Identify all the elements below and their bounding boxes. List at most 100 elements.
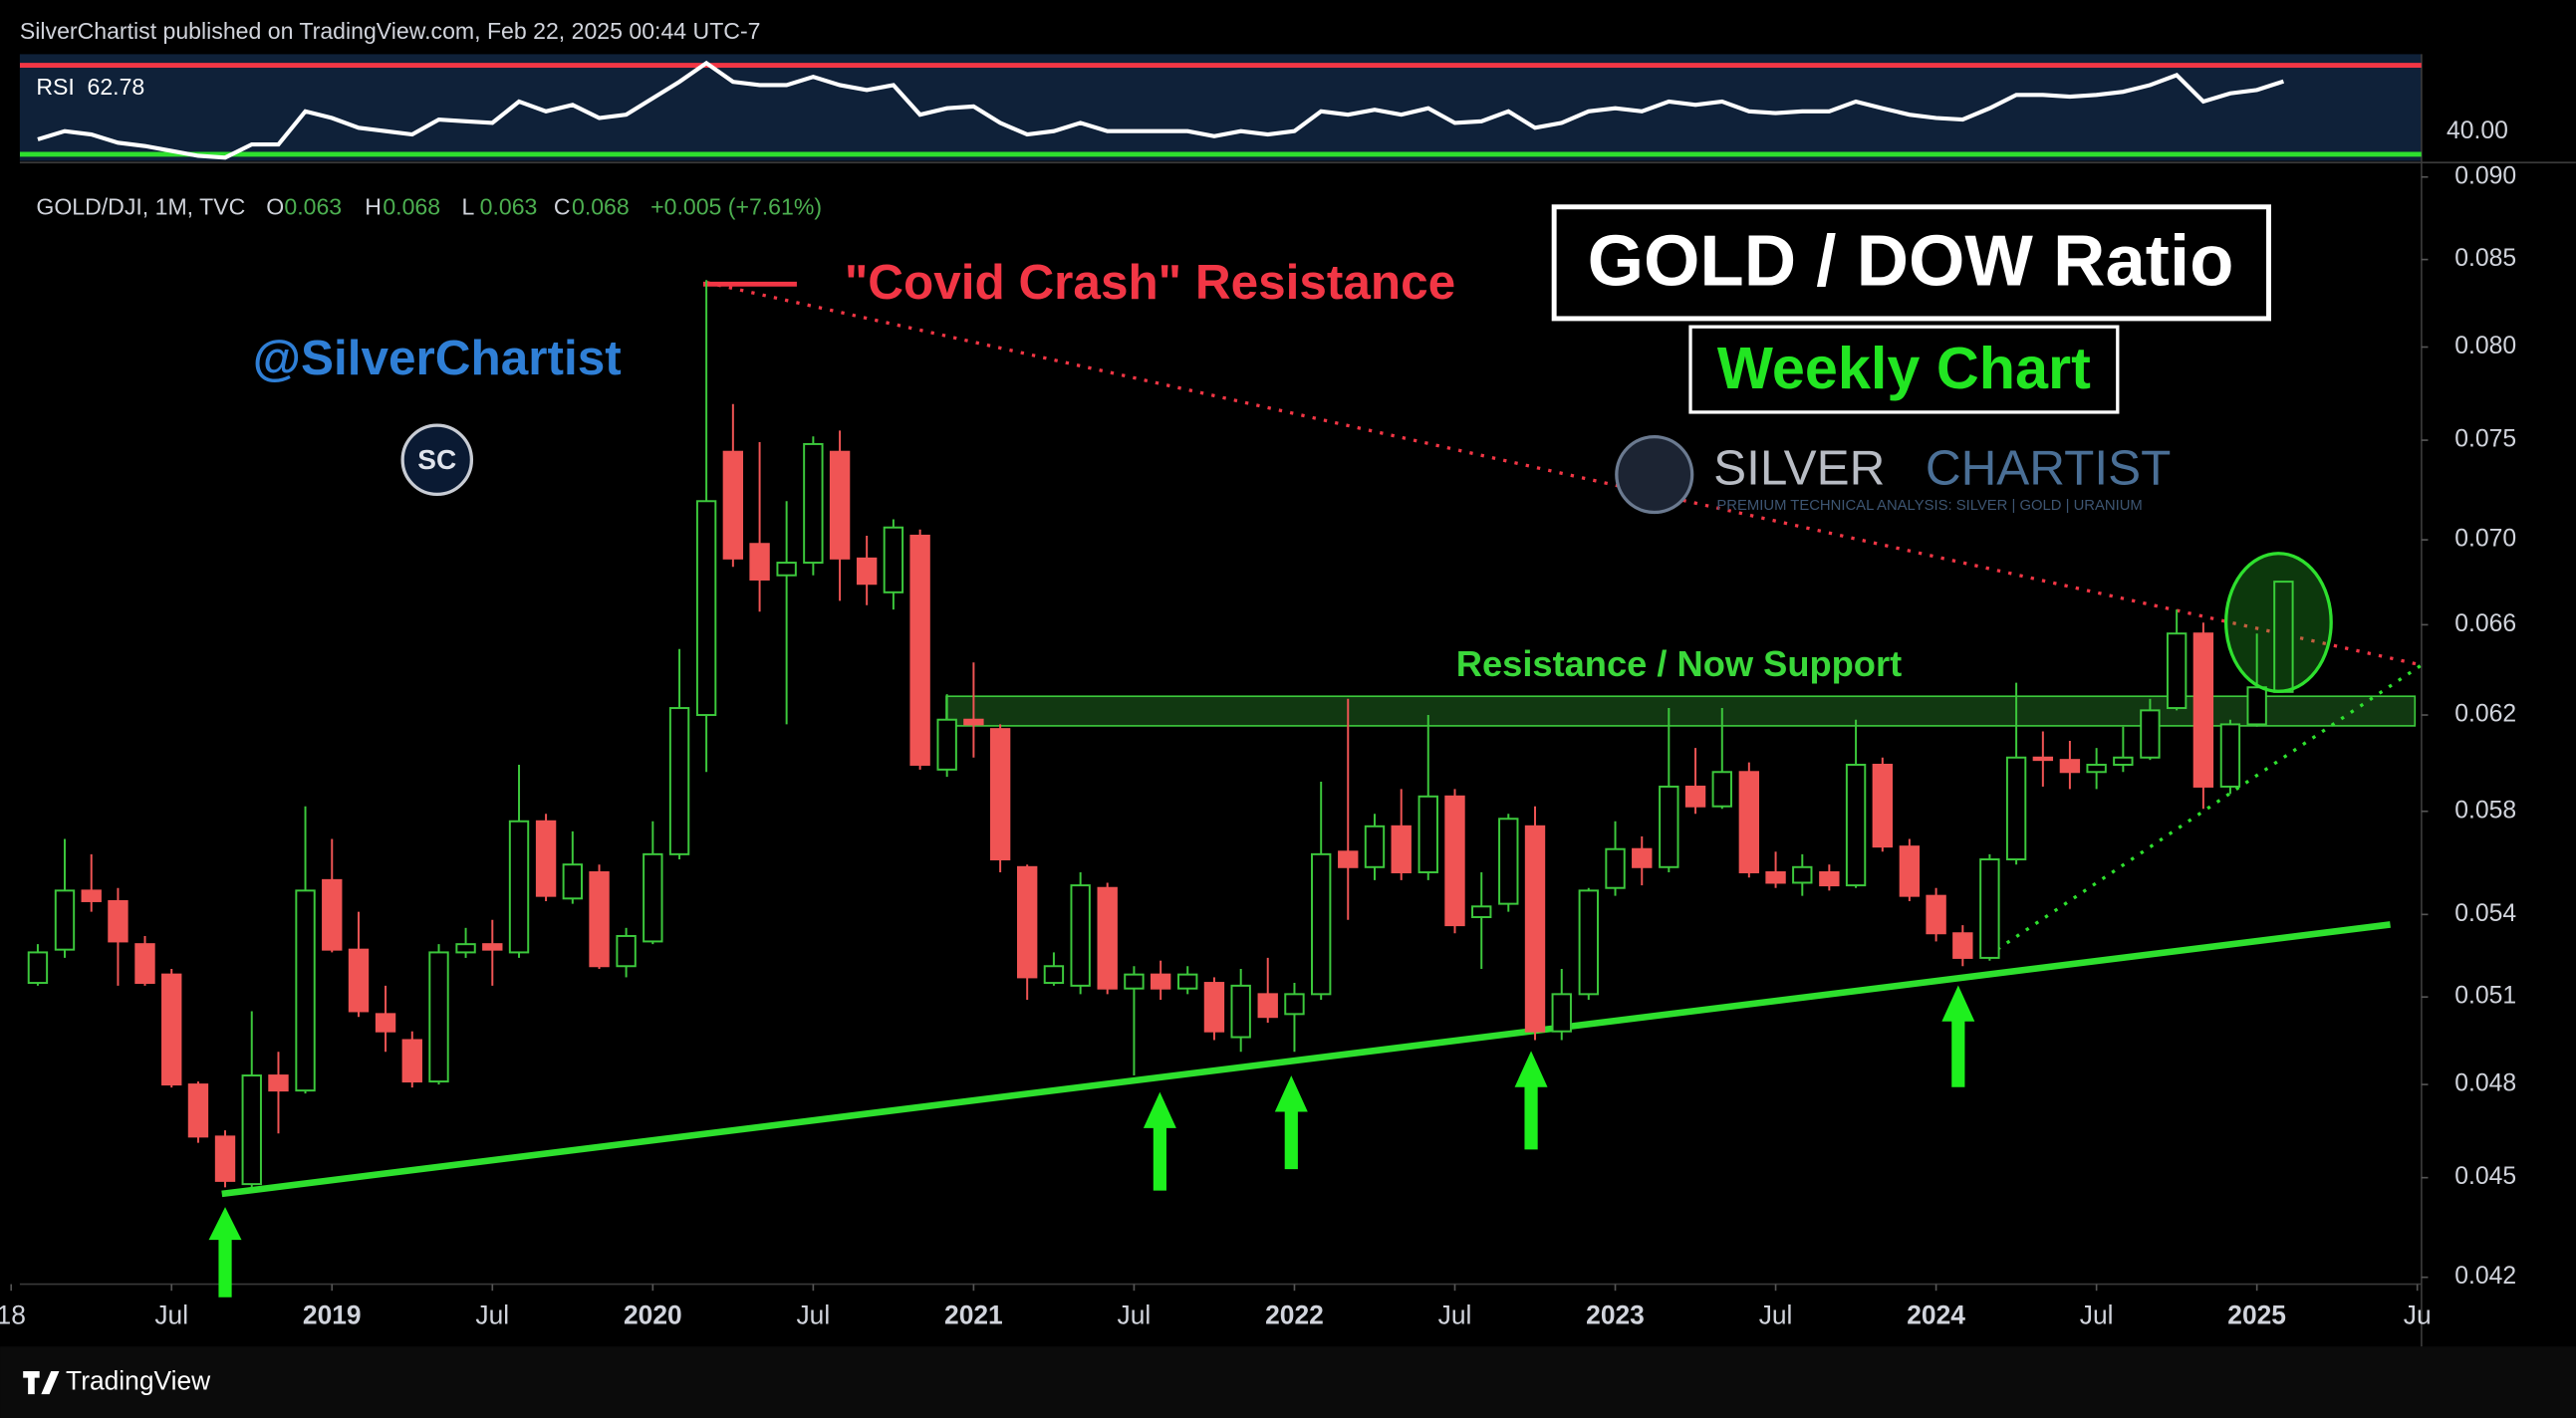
y-tick-label: 0.090: [2454, 162, 2516, 189]
ohlc-value: 0.068: [572, 194, 630, 220]
x-tick-label: Jul: [1438, 1300, 1472, 1330]
y-tick-label: 0.075: [2454, 426, 2516, 453]
y-tick-label: 0.066: [2454, 610, 2516, 637]
candle-body: [963, 718, 984, 726]
candle-body: [2113, 756, 2134, 766]
candle-body: [749, 543, 770, 581]
logo-mark: [1615, 435, 1694, 515]
x-tick-label: 2020: [624, 1300, 682, 1330]
y-tick-label: 0.045: [2454, 1163, 2516, 1190]
candle-body: [1952, 932, 1973, 959]
y-tick-label: 0.042: [2454, 1263, 2516, 1290]
arrow: [1514, 1051, 1548, 1150]
candle-body: [27, 951, 49, 985]
arrow: [1274, 1075, 1308, 1170]
candle-body: [1284, 993, 1305, 1016]
candle-body: [1016, 865, 1038, 979]
logo-right: CHARTIST: [1926, 440, 2171, 495]
candle-body: [108, 899, 129, 943]
handle: @SilverChartist: [253, 331, 622, 385]
published-line: SilverChartist published on TradingView.…: [20, 18, 761, 44]
x-tick-label: 2019: [303, 1300, 362, 1330]
arrow: [1941, 985, 1975, 1087]
candles: [27, 280, 2294, 1188]
candle-body: [1498, 818, 1519, 905]
candle-body: [1684, 785, 1706, 808]
candle-body: [2219, 723, 2241, 788]
candle-body: [1444, 795, 1465, 927]
candle-body: [1230, 984, 1251, 1039]
candle-body: [2005, 756, 2027, 861]
candle-body: [535, 820, 557, 897]
rsi-name: RSI: [36, 74, 74, 100]
x-tick-label: Jul: [2080, 1300, 2114, 1330]
ohlc-key: L: [462, 194, 475, 220]
candle-body: [668, 707, 690, 855]
brand-logo: [23, 1371, 60, 1395]
y-tick-label: 0.070: [2454, 526, 2516, 553]
candle-body: [589, 871, 610, 968]
candle-body: [214, 1135, 236, 1182]
candle-body: [508, 820, 530, 954]
candle-body: [1311, 852, 1332, 996]
candle-body: [1257, 993, 1278, 1019]
rsi-panel: [19, 54, 2422, 161]
y-tick-label: 0.058: [2454, 797, 2516, 824]
candle-body: [322, 878, 343, 951]
ohlc-value: 0.063: [284, 194, 342, 220]
candle-body: [161, 973, 182, 1086]
candle-body: [1578, 889, 1599, 996]
candle-body: [695, 500, 717, 717]
candle-body: [1043, 965, 1065, 985]
arrow: [208, 1207, 242, 1298]
x-tick-label: 2023: [1586, 1300, 1645, 1330]
candle-body: [1177, 973, 1198, 990]
candle-body: [803, 442, 824, 565]
x-tick-label: Jul: [797, 1300, 831, 1330]
candle-body: [1551, 993, 1572, 1033]
y-tick-label: 0.062: [2454, 701, 2516, 728]
candle-body: [2086, 764, 2107, 774]
candle-body: [989, 728, 1011, 861]
candle-body: [936, 718, 957, 771]
ohlc-key: C: [554, 194, 571, 220]
candle-body: [1979, 858, 2000, 959]
candle-body: [2032, 756, 2054, 762]
x-tick-label: Jul: [1759, 1300, 1793, 1330]
candle-body: [1605, 847, 1626, 889]
logo-tagline: PREMIUM TECHNICAL ANALYSIS: SILVER | GOL…: [1716, 498, 2142, 514]
drawings: [221, 281, 2422, 1198]
y-tick-label: 0.051: [2454, 983, 2516, 1010]
candle-body: [54, 889, 76, 951]
arrow: [1143, 1091, 1176, 1191]
title-box: [1551, 204, 2271, 322]
chart-subtitle: Weekly Chart: [1717, 335, 2091, 401]
y-tick-label: 0.054: [2454, 900, 2516, 927]
candle-body: [643, 852, 663, 943]
brand: TradingView: [66, 1366, 211, 1396]
candle-body: [401, 1039, 422, 1083]
x-tick-label: Jul: [1118, 1300, 1152, 1330]
candle-body: [1097, 886, 1118, 990]
logo-left: SILVER: [1713, 440, 1885, 495]
candle-body: [1632, 847, 1653, 868]
candle-body: [2192, 632, 2214, 788]
candle-body: [81, 889, 102, 902]
candle-body: [856, 557, 878, 586]
candle-body: [616, 934, 637, 968]
x-tick-label: Ju: [2404, 1300, 2432, 1330]
candle-body: [1659, 785, 1679, 868]
candle-body: [776, 562, 797, 577]
candle-body: [268, 1074, 289, 1092]
candle-body: [2059, 759, 2081, 774]
candle-body: [1872, 764, 1893, 848]
candle-body: [1765, 871, 1786, 884]
candle-body: [1899, 845, 1921, 897]
subtitle-box: [1688, 325, 2120, 414]
candle-body: [2246, 686, 2267, 726]
candle-body: [187, 1083, 209, 1138]
rsi-value: 62.78: [88, 74, 145, 100]
symbol: GOLD/DJI, 1M, TVC: [36, 194, 245, 220]
